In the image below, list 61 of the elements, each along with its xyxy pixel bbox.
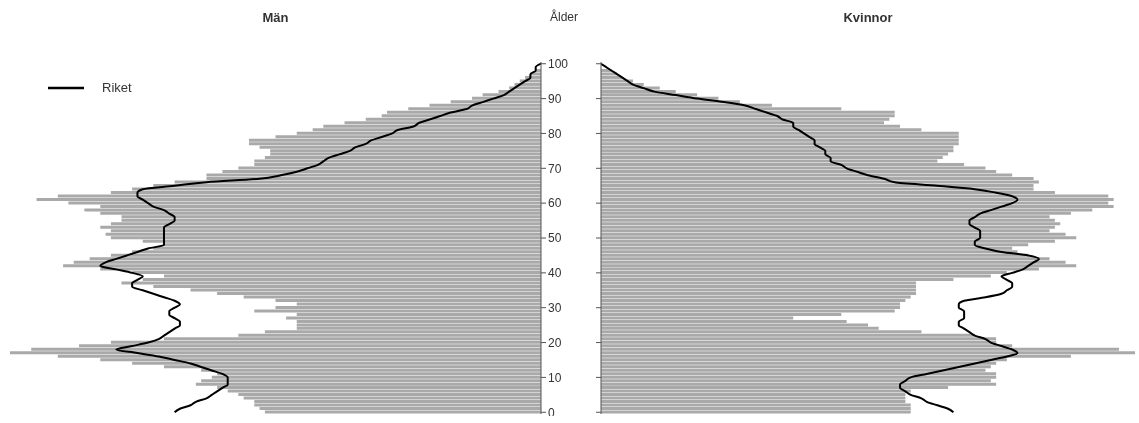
bar <box>248 142 541 146</box>
bar <box>601 372 997 376</box>
bar <box>601 382 997 386</box>
bar <box>110 236 541 240</box>
y-tick-label: 70 <box>548 161 562 176</box>
bar <box>254 403 541 407</box>
y-tick-label: 60 <box>548 196 562 211</box>
bar <box>601 407 911 411</box>
y-tick-label: 40 <box>548 266 562 281</box>
chart-title: Män <box>261 10 290 25</box>
bar <box>248 138 541 142</box>
bar <box>601 149 954 153</box>
bar <box>601 197 1114 201</box>
bar <box>601 264 1077 268</box>
bar <box>601 131 959 135</box>
bar <box>601 152 949 156</box>
bar <box>601 204 1114 208</box>
bar <box>100 225 541 229</box>
bar <box>601 375 997 379</box>
bar <box>63 264 541 268</box>
y-tick-label: 10 <box>548 370 562 385</box>
bar <box>601 142 959 146</box>
bar <box>601 114 895 118</box>
chart-title: Kvinnor <box>842 10 894 25</box>
bar <box>601 292 917 296</box>
bar <box>601 396 906 400</box>
bar <box>254 159 541 163</box>
bar <box>601 302 901 306</box>
bar <box>601 236 1077 240</box>
bar <box>601 135 959 139</box>
bar <box>105 232 541 236</box>
bar <box>601 337 997 341</box>
bar <box>264 410 541 414</box>
y-tick-label: 0 <box>548 405 555 420</box>
y-axis-title: Ålder <box>549 10 579 24</box>
bar <box>601 285 917 289</box>
y-tick-label: 30 <box>548 300 562 315</box>
bar <box>121 281 541 285</box>
y-tick-label: 20 <box>548 335 562 350</box>
bar <box>195 382 541 386</box>
bar <box>601 410 911 414</box>
y-tick-label: 90 <box>548 91 562 106</box>
bar <box>601 288 917 292</box>
bar <box>36 197 541 201</box>
bar <box>601 110 895 114</box>
bar <box>206 173 541 177</box>
bar <box>601 180 1039 184</box>
y-tick-label: 100 <box>548 57 569 71</box>
legend-label: Riket <box>102 80 132 95</box>
bar <box>286 316 541 320</box>
bar <box>601 351 1135 355</box>
bar <box>601 403 911 407</box>
bar <box>10 351 541 355</box>
y-tick-label: 50 <box>548 231 562 246</box>
bar <box>601 138 959 142</box>
bar <box>254 309 541 313</box>
bar <box>601 305 901 309</box>
bar <box>296 323 541 327</box>
bar <box>84 208 541 212</box>
bar <box>601 222 1061 226</box>
y-tick-label: 80 <box>548 126 562 141</box>
